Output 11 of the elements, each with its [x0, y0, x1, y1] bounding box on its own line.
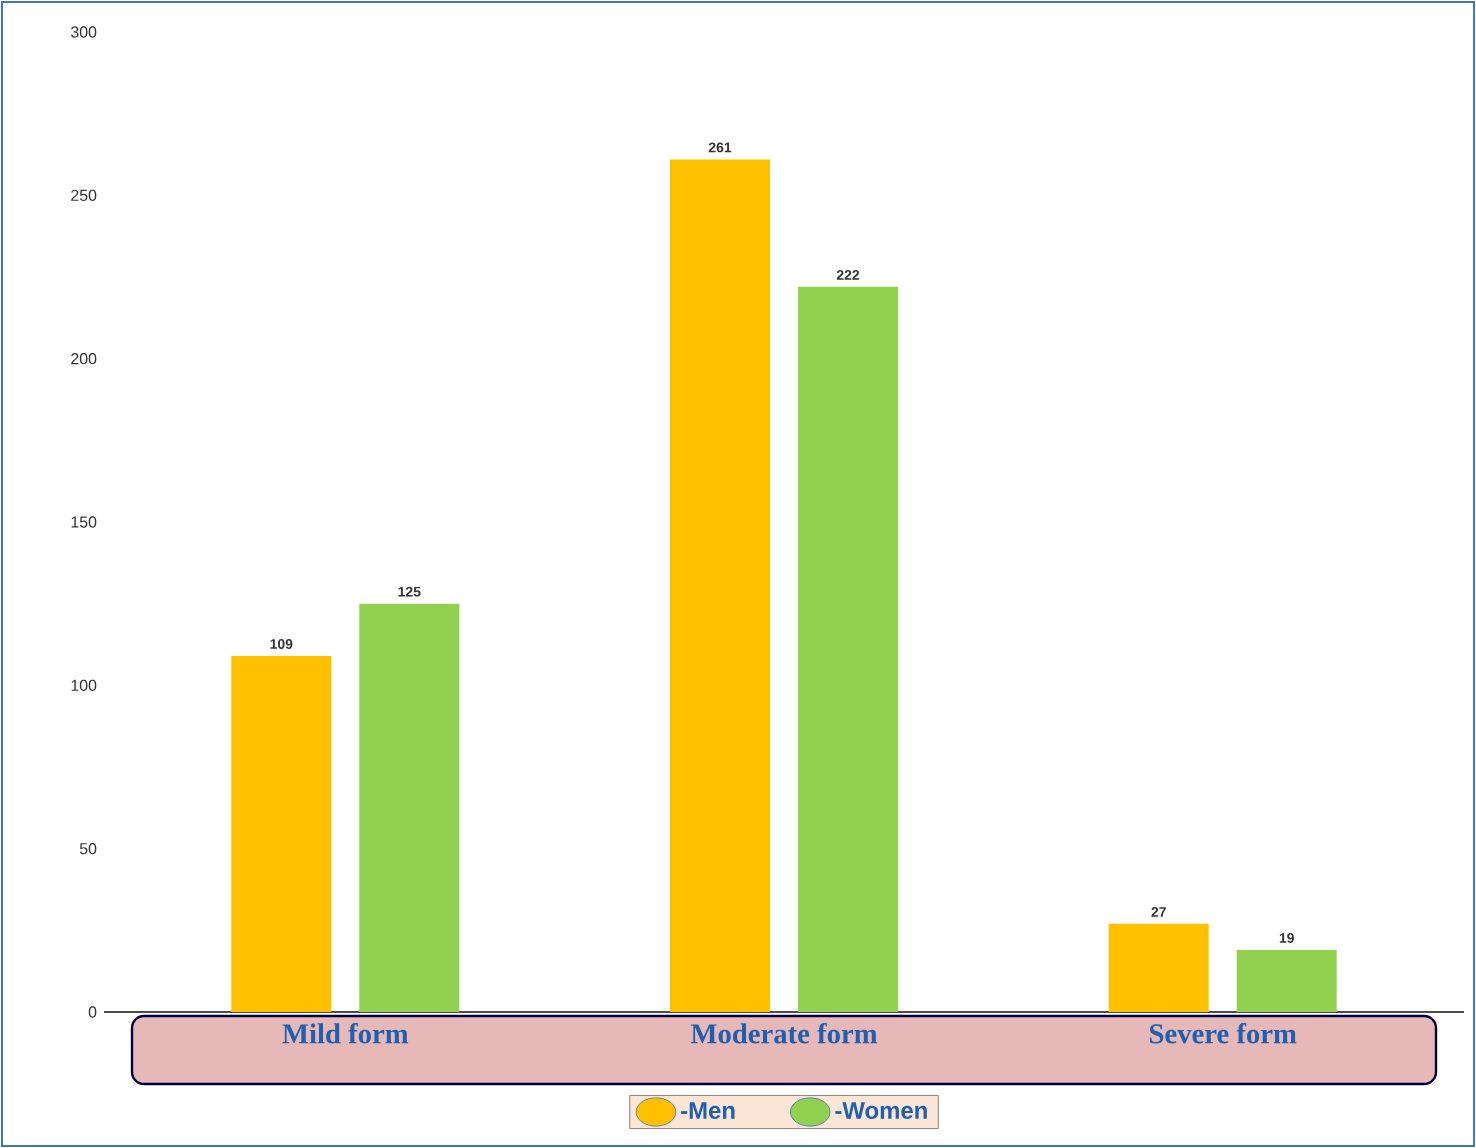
- x-tick-label: Moderate form: [690, 1023, 878, 1044]
- bar: [1108, 923, 1209, 1012]
- bar: [798, 286, 899, 1012]
- legend-label: -Women: [835, 1102, 927, 1119]
- legend-label: -Men: [681, 1102, 735, 1119]
- bar: [359, 603, 460, 1012]
- x-tick-label: Mild form: [282, 1023, 409, 1044]
- x-tick-label: Severe form: [1150, 1023, 1297, 1044]
- bar: [231, 655, 332, 1012]
- bar: [1236, 949, 1337, 1012]
- bar: [670, 159, 771, 1012]
